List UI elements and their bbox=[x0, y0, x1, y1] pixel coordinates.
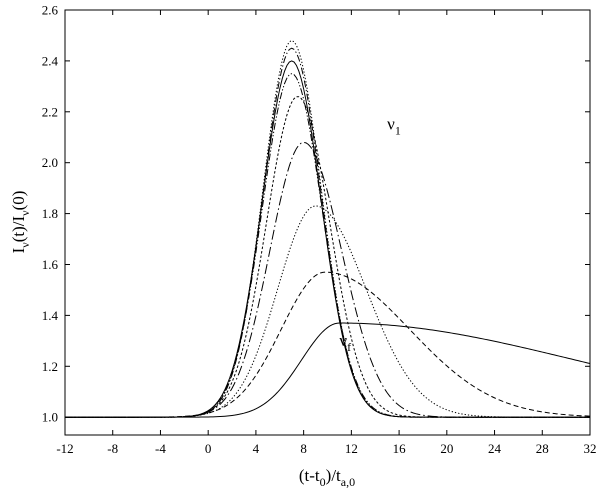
annotation-nu-1: ν1 bbox=[387, 115, 401, 138]
x-tick-label: 32 bbox=[584, 441, 597, 456]
x-tick-label: 12 bbox=[345, 441, 358, 456]
x-axis-label: (t-t0)/ta,0 bbox=[299, 466, 355, 489]
x-tick-label: 8 bbox=[300, 441, 307, 456]
x-tick-label: -4 bbox=[155, 441, 166, 456]
series-line-4 bbox=[65, 73, 590, 418]
x-tick-label: 16 bbox=[393, 441, 407, 456]
x-tick-label: 20 bbox=[440, 441, 453, 456]
x-axis-ticks: -12 -8 -4 0 4 8 12 16 20 24 28 32 bbox=[56, 10, 597, 456]
x-tick-label: -12 bbox=[56, 441, 73, 456]
annotation-nu-f: νf bbox=[339, 331, 351, 354]
y-tick-label: 2.4 bbox=[42, 53, 59, 68]
y-tick-label: 2.6 bbox=[42, 3, 59, 18]
y-axis-label: Iν(t)/Iν(0) bbox=[9, 191, 32, 254]
y-tick-label: 2.0 bbox=[42, 155, 58, 170]
y-tick-label: 1.4 bbox=[42, 308, 59, 323]
x-tick-label: 24 bbox=[488, 441, 502, 456]
series-line-2 bbox=[65, 47, 590, 418]
series-line-8 bbox=[65, 271, 591, 418]
series-line-1 bbox=[65, 39, 590, 418]
plot-frame bbox=[64, 9, 591, 436]
y-tick-label: 1.0 bbox=[42, 410, 58, 425]
series-line-6 bbox=[65, 141, 590, 418]
x-tick-label: -8 bbox=[107, 441, 118, 456]
x-tick-label: 4 bbox=[253, 441, 260, 456]
y-tick-label: 1.6 bbox=[42, 257, 59, 272]
series-group bbox=[65, 39, 591, 418]
x-tick-label: 28 bbox=[536, 441, 549, 456]
y-tick-label: 1.8 bbox=[42, 206, 58, 221]
series-line-5 bbox=[65, 96, 590, 418]
series-line-7 bbox=[65, 205, 590, 418]
x-tick-label: 0 bbox=[205, 441, 212, 456]
series-line-9 bbox=[65, 322, 591, 418]
y-axis-ticks: 1.0 1.2 1.4 1.6 1.8 2.0 2.2 2.4 2.6 bbox=[42, 3, 590, 425]
y-tick-label: 1.2 bbox=[42, 359, 58, 374]
y-tick-label: 2.2 bbox=[42, 104, 58, 119]
